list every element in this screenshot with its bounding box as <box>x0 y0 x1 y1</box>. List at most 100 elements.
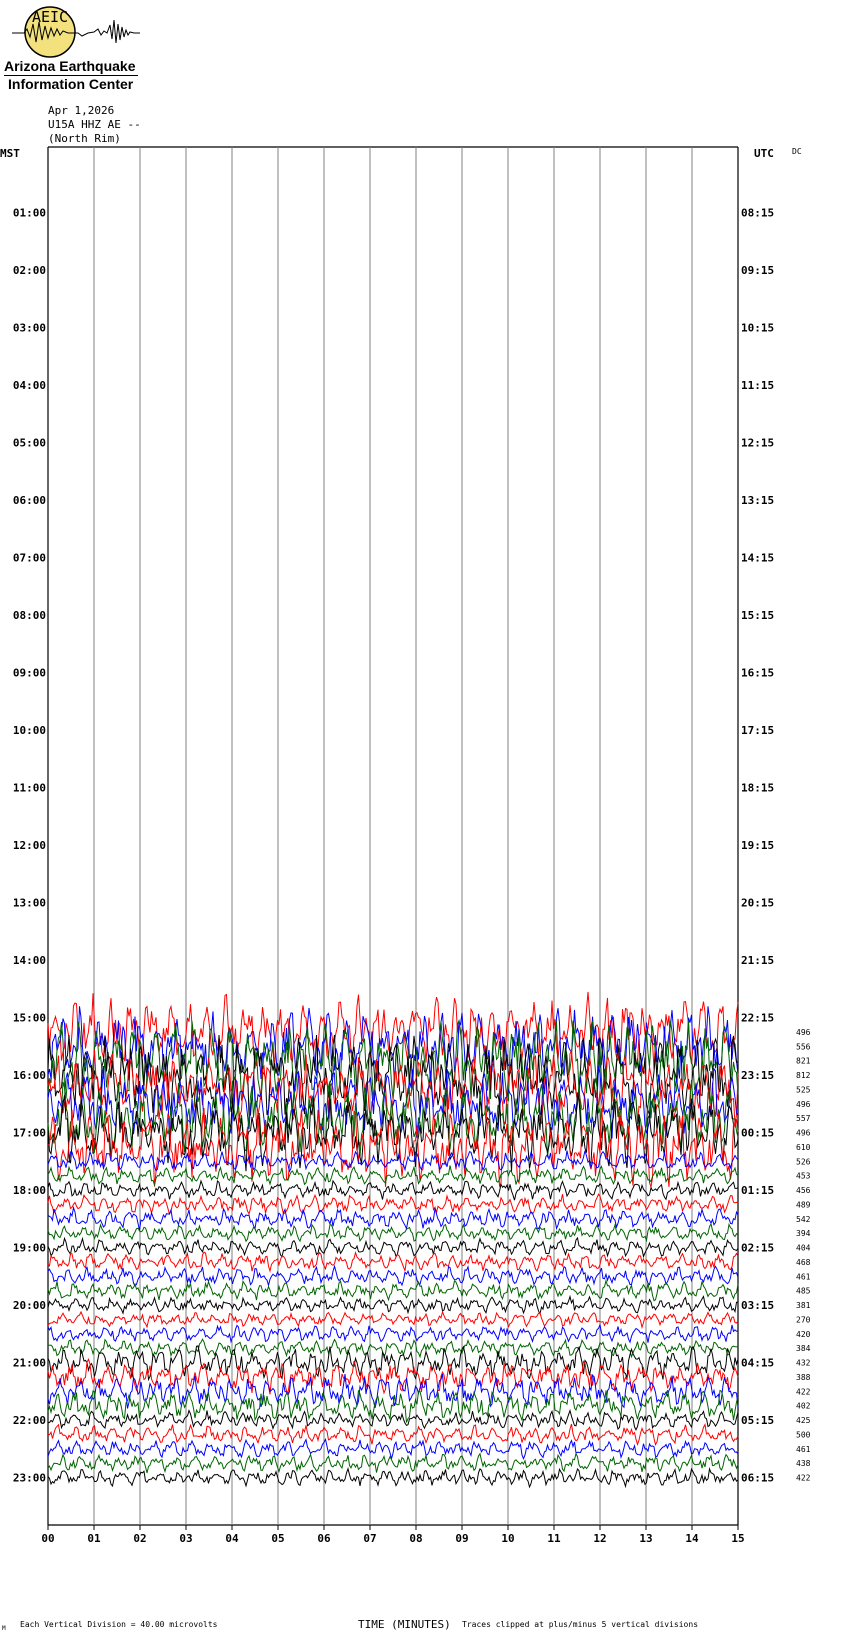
footer-mark: M <box>2 1625 6 1632</box>
seismic-trace <box>47 1422 739 1447</box>
logo-abbr: AEIC <box>32 8 68 26</box>
seismic-trace <box>47 991 739 1072</box>
logo-title-line2: Information Center <box>8 76 134 92</box>
seismic-trace <box>47 1294 738 1316</box>
utc-hour-label: 02:15 <box>741 1242 774 1255</box>
seismic-trace <box>47 1278 739 1302</box>
utc-hour-label: 01:15 <box>741 1184 774 1197</box>
trace-rms-label: 461 <box>796 1445 811 1454</box>
seismic-trace <box>47 1466 739 1489</box>
seismic-trace <box>47 1437 739 1461</box>
mst-label: MST <box>0 147 20 160</box>
mst-hour-label: 03:00 <box>13 322 46 335</box>
utc-hour-label: 15:15 <box>741 609 774 622</box>
seismic-trace <box>47 1065 739 1141</box>
trace-rms-label: 381 <box>796 1301 811 1310</box>
x-tick-label: 09 <box>455 1532 468 1545</box>
x-axis-title: TIME (MINUTES) <box>358 1618 451 1631</box>
x-tick-label: 14 <box>685 1532 699 1545</box>
trace-rms-label: 432 <box>796 1359 811 1368</box>
seismic-trace <box>47 1179 739 1201</box>
utc-hour-label: 05:15 <box>741 1414 774 1427</box>
trace-rms-label: 388 <box>796 1373 811 1382</box>
mst-hour-label: 06:00 <box>13 494 46 507</box>
mst-hour-label: 05:00 <box>13 437 46 450</box>
utc-hour-label: 04:15 <box>741 1357 774 1370</box>
vertical-scale-note: Each Vertical Division = 40.00 microvolt… <box>20 1620 218 1629</box>
station-code: U15A HHZ AE -- <box>48 118 141 131</box>
utc-hour-label: 17:15 <box>741 724 774 737</box>
trace-rms-label: 542 <box>796 1215 811 1224</box>
x-tick-label: 06 <box>317 1532 331 1545</box>
mst-hour-label: 10:00 <box>13 724 46 737</box>
mst-hour-label: 13:00 <box>13 897 46 910</box>
seismic-trace <box>47 1322 739 1344</box>
x-tick-label: 07 <box>363 1532 376 1545</box>
seismic-trace <box>47 1049 739 1127</box>
seismic-trace <box>47 1236 739 1259</box>
utc-label: UTC <box>754 147 774 160</box>
trace-rms-label: 404 <box>796 1244 811 1253</box>
utc-hour-label: 18:15 <box>741 782 774 795</box>
seismic-trace <box>47 1222 739 1243</box>
dc-label: DC <box>792 147 802 156</box>
traces <box>47 991 739 1489</box>
mst-hour-label: 21:00 <box>13 1357 46 1370</box>
seismic-trace <box>47 1108 739 1188</box>
utc-hour-label: 19:15 <box>741 839 774 852</box>
utc-hour-label: 13:15 <box>741 494 774 507</box>
utc-hour-label: 14:15 <box>741 552 774 565</box>
trace-rms-labels: 496 556 821 812 525 496 557 496 610 526 453 456 489 5… <box>796 1028 811 1483</box>
trace-rms-label: 496 <box>796 1129 811 1138</box>
seismic-trace <box>47 1205 739 1231</box>
trace-rms-label: 438 <box>796 1459 811 1468</box>
mst-hour-label: 04:00 <box>13 379 46 392</box>
x-tick-label: 02 <box>133 1532 146 1545</box>
seismic-trace <box>47 1338 739 1359</box>
x-tick-label: 05 <box>271 1532 284 1545</box>
seismic-trace <box>47 1149 739 1173</box>
mst-axis: 01:00 02:00 03:00 04:00 05:00 06:00 07:00 08:00… <box>13 207 46 1485</box>
utc-hour-label: 12:15 <box>741 437 774 450</box>
trace-rms-label: 270 <box>796 1315 811 1324</box>
utc-axis: 08:15 09:15 10:15 11:15 12:15 13:15 14:15 15:15… <box>741 207 774 1485</box>
seismic-trace <box>47 1373 739 1409</box>
x-tick-label: 11 <box>547 1532 561 1545</box>
trace-rms-label: 489 <box>796 1200 811 1209</box>
seismic-trace <box>47 1250 739 1273</box>
trace-rms-label: 422 <box>796 1474 811 1483</box>
x-tick-label: 15 <box>731 1532 744 1545</box>
trace-rms-label: 496 <box>796 1100 811 1109</box>
mst-hour-label: 23:00 <box>13 1472 46 1485</box>
utc-hour-label: 11:15 <box>741 379 774 392</box>
trace-rms-label: 610 <box>796 1143 811 1152</box>
mst-hour-label: 07:00 <box>13 552 46 565</box>
seismic-trace <box>47 1408 739 1431</box>
seismic-trace <box>47 1310 739 1330</box>
trace-rms-label: 812 <box>796 1071 811 1080</box>
trace-rms-label: 500 <box>796 1430 811 1439</box>
x-tick-label: 13 <box>639 1532 652 1545</box>
x-tick-label: 08 <box>409 1532 422 1545</box>
mst-hour-label: 12:00 <box>13 839 46 852</box>
seismogram-logo-icon: AEIC <box>12 6 140 58</box>
trace-rms-label: 557 <box>796 1114 811 1123</box>
seismic-trace <box>47 1165 739 1187</box>
x-tick-label: 04 <box>225 1532 239 1545</box>
trace-rms-label: 556 <box>796 1042 811 1051</box>
mst-hour-label: 18:00 <box>13 1184 46 1197</box>
mst-hour-label: 22:00 <box>13 1414 46 1427</box>
clip-note: Traces clipped at plus/minus 5 vertical … <box>462 1620 699 1629</box>
station-location: (North Rim) <box>48 132 121 145</box>
trace-rms-label: 525 <box>796 1085 811 1094</box>
mst-hour-label: 02:00 <box>13 264 46 277</box>
utc-hour-label: 22:15 <box>741 1012 774 1025</box>
seismic-trace <box>47 1345 739 1382</box>
record-date: Apr 1,2026 <box>48 104 115 117</box>
aeic-logo: AEIC Arizona Earthquake Information Cent… <box>2 2 142 92</box>
x-tick-label: 01 <box>87 1532 101 1545</box>
mst-hour-label: 20:00 <box>13 1299 46 1312</box>
seismic-trace <box>47 1264 739 1288</box>
trace-rms-label: 456 <box>796 1186 811 1195</box>
